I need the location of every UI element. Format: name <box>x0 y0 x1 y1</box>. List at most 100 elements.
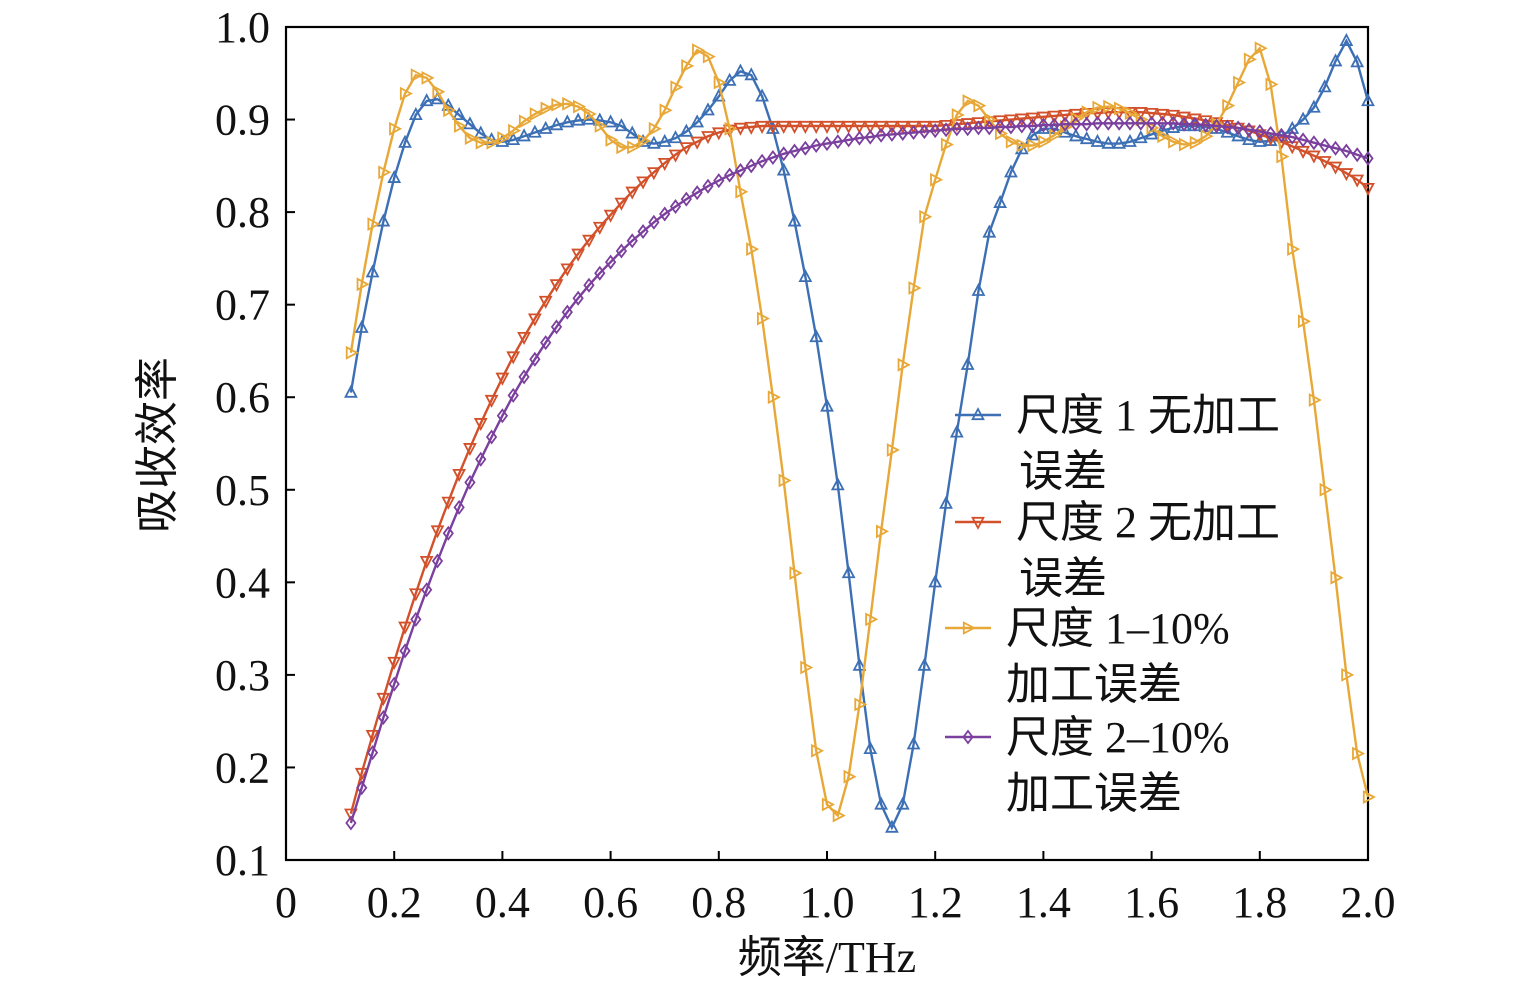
data-point <box>1113 115 1125 131</box>
data-point <box>540 101 554 116</box>
data-point <box>1341 667 1355 682</box>
data-point <box>582 234 596 248</box>
data-point <box>874 796 888 810</box>
data-point <box>787 213 802 227</box>
data-point <box>951 108 965 122</box>
data-point <box>421 582 433 598</box>
legend-label: 误差 <box>1019 554 1107 603</box>
data-point <box>841 565 856 579</box>
data-point <box>1070 111 1084 126</box>
data-point <box>637 133 651 148</box>
data-point <box>755 120 769 134</box>
data-point <box>1133 130 1148 144</box>
y-tick-label: 0.2 <box>215 743 270 792</box>
data-point <box>1308 393 1322 407</box>
data-point <box>1081 116 1093 132</box>
data-point <box>1036 111 1051 125</box>
data-point <box>1038 134 1052 149</box>
data-point <box>464 131 478 145</box>
data-point <box>453 499 465 515</box>
data-point <box>930 172 944 187</box>
data-point <box>973 98 987 113</box>
data-point <box>387 656 402 670</box>
data-point <box>1319 137 1331 153</box>
legend-label: 尺度 1 无加工 <box>1016 391 1280 440</box>
data-point <box>1187 113 1202 127</box>
data-point <box>939 495 953 509</box>
data-point <box>711 127 726 141</box>
data-point <box>1037 117 1050 133</box>
data-point <box>1124 106 1138 120</box>
data-point <box>1361 93 1375 107</box>
data-point <box>1296 111 1310 125</box>
data-point <box>897 125 909 141</box>
data-point <box>1133 107 1148 121</box>
data-point <box>657 157 672 171</box>
data-point <box>614 118 629 132</box>
data-point <box>906 736 921 750</box>
data-point <box>365 264 380 278</box>
data-point <box>852 120 867 134</box>
legend-label: 加工误差 <box>1006 769 1182 818</box>
data-point <box>648 121 662 136</box>
data-point <box>853 130 866 146</box>
data-point <box>1297 314 1312 329</box>
data-point <box>756 311 771 326</box>
data-point <box>1189 116 1201 132</box>
data-point <box>594 265 606 281</box>
data-point <box>399 86 413 101</box>
data-point <box>550 319 563 335</box>
y-tick-label: 0.4 <box>215 558 270 607</box>
data-point <box>1286 129 1298 145</box>
data-point <box>398 621 412 635</box>
data-point <box>592 221 607 235</box>
y-tick-label: 1.0 <box>215 3 270 52</box>
data-point <box>408 588 423 602</box>
data-point <box>345 345 359 360</box>
data-point <box>646 167 661 181</box>
data-point <box>1361 182 1375 196</box>
data-point <box>776 162 791 176</box>
data-point <box>702 49 716 64</box>
data-point <box>454 119 468 133</box>
data-point <box>756 153 768 169</box>
data-point <box>378 165 392 180</box>
data-point <box>1112 135 1127 149</box>
data-point <box>972 120 985 136</box>
x-tick-label: 0.4 <box>475 878 530 927</box>
data-point <box>517 331 531 345</box>
data-point <box>679 142 694 156</box>
data-point <box>376 213 391 227</box>
data-point <box>734 162 747 178</box>
data-point <box>670 80 684 95</box>
data-point <box>1155 108 1170 122</box>
data-point <box>800 660 814 675</box>
data-point <box>485 429 498 445</box>
data-point <box>1016 118 1028 134</box>
data-point <box>616 140 630 155</box>
series-4 <box>345 115 1374 831</box>
data-point <box>949 424 964 438</box>
data-point <box>399 643 411 659</box>
data-point <box>1048 117 1060 133</box>
data-point <box>572 290 584 306</box>
data-point <box>518 114 532 129</box>
data-point <box>529 351 541 367</box>
data-point <box>1144 107 1159 122</box>
data-point <box>495 133 510 147</box>
data-point <box>615 243 628 259</box>
data-point <box>376 692 391 706</box>
legend-label: 误差 <box>1019 447 1107 496</box>
series-3 <box>345 41 1376 823</box>
data-point <box>1285 120 1300 134</box>
data-point <box>549 279 564 293</box>
data-point <box>1025 127 1040 141</box>
data-point <box>529 107 543 121</box>
data-point <box>637 224 649 240</box>
data-point <box>864 129 876 145</box>
data-point <box>918 124 931 140</box>
data-point <box>495 372 510 386</box>
data-point <box>497 131 511 145</box>
data-point <box>486 135 500 150</box>
